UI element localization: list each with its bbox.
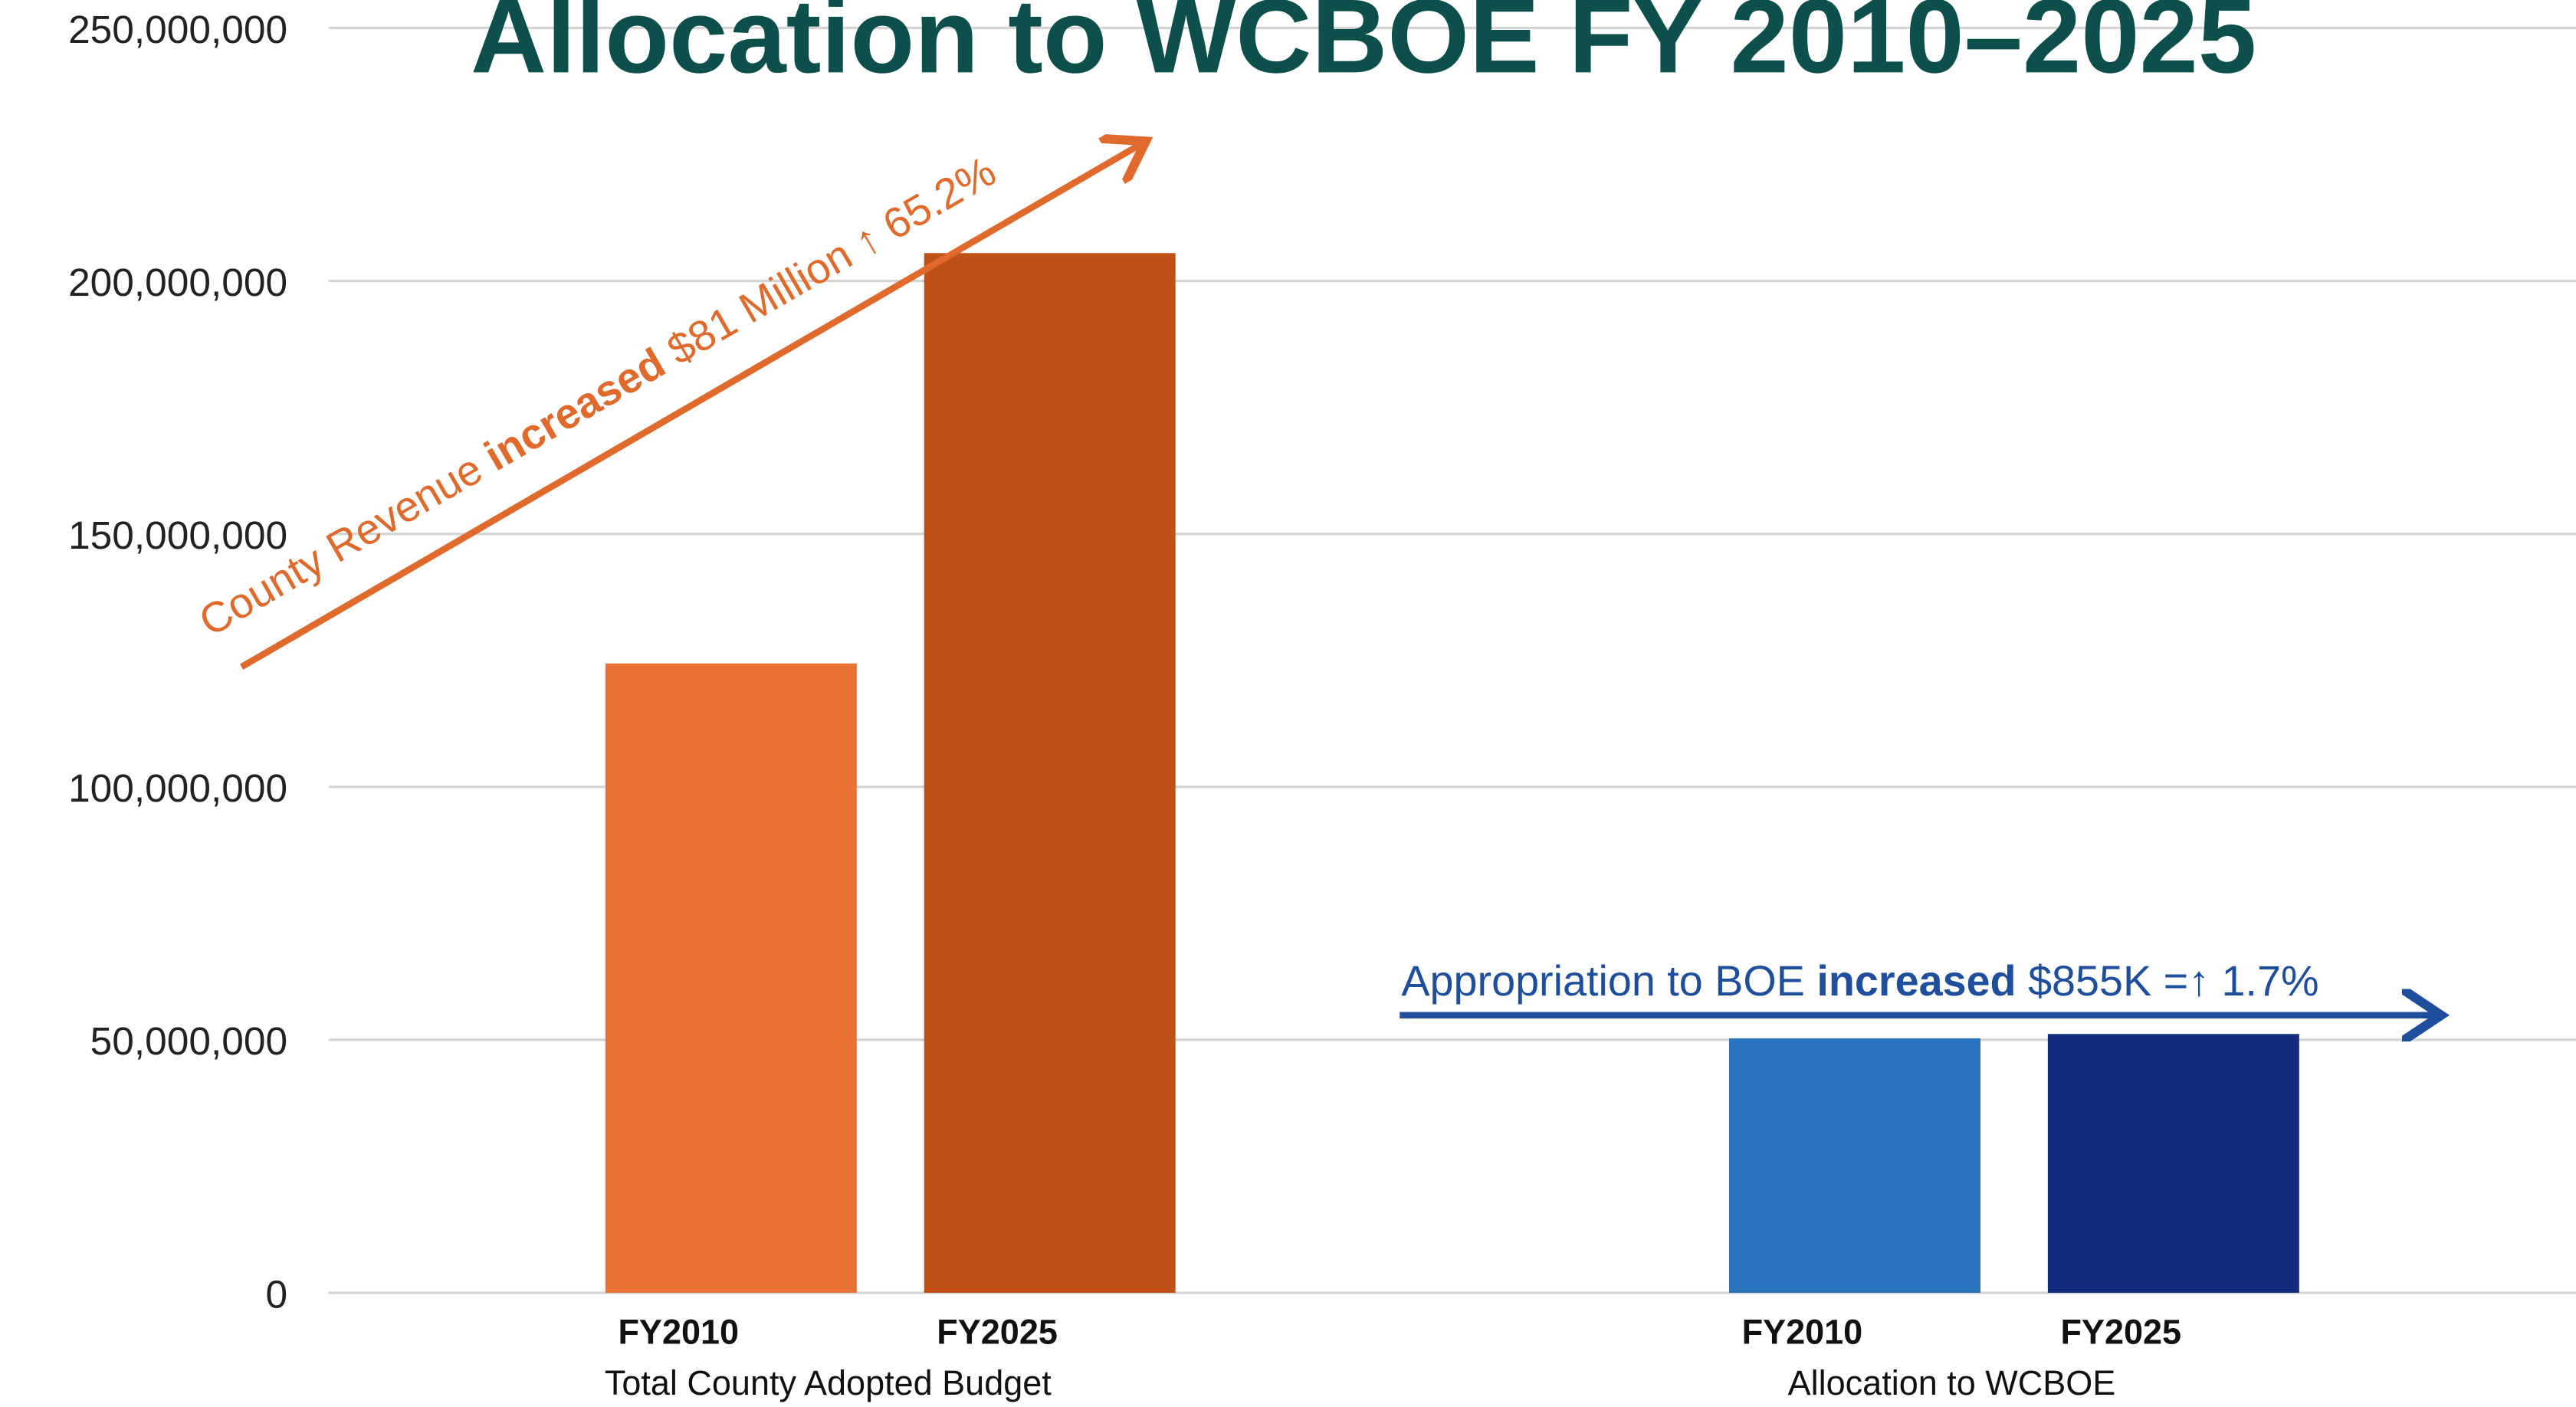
bar: [924, 253, 1176, 1293]
annotation: County Revenue increased $81 Million ↑ 6…: [191, 147, 1003, 645]
bar: [2047, 1034, 2299, 1293]
x-group-label: Allocation to WCBOE: [1788, 1363, 2116, 1402]
x-tick-label: FY2010: [1742, 1312, 1863, 1351]
x-tick-label: FY2025: [2060, 1312, 2181, 1351]
annotation-text: $855K =↑ 1.7%: [2016, 957, 2319, 1005]
bar: [1729, 1038, 1980, 1293]
bar: [605, 663, 857, 1293]
y-tick-label: 150,000,000: [68, 513, 287, 557]
x-tick-label: FY2010: [618, 1312, 739, 1351]
y-tick-label: 100,000,000: [68, 766, 287, 810]
chart-title: Allocation to WCBOE FY 2010–2025: [471, 0, 2256, 95]
y-tick-label: 250,000,000: [68, 7, 287, 51]
x-tick-label: FY2025: [937, 1312, 1058, 1351]
annotation: Appropriation to BOE increased $855K =↑ …: [1401, 957, 2318, 1005]
x-group-label: Total County Adopted Budget: [605, 1363, 1052, 1402]
annotation-text: increased: [477, 339, 673, 480]
y-tick-label: 0: [266, 1271, 288, 1316]
annotation-text: increased: [1816, 957, 2016, 1005]
y-tick-label: 200,000,000: [68, 260, 287, 304]
annotation-arrow: [239, 145, 1140, 671]
annotation-text: Appropriation to BOE: [1401, 957, 1816, 1005]
y-tick-label: 50,000,000: [90, 1018, 287, 1063]
